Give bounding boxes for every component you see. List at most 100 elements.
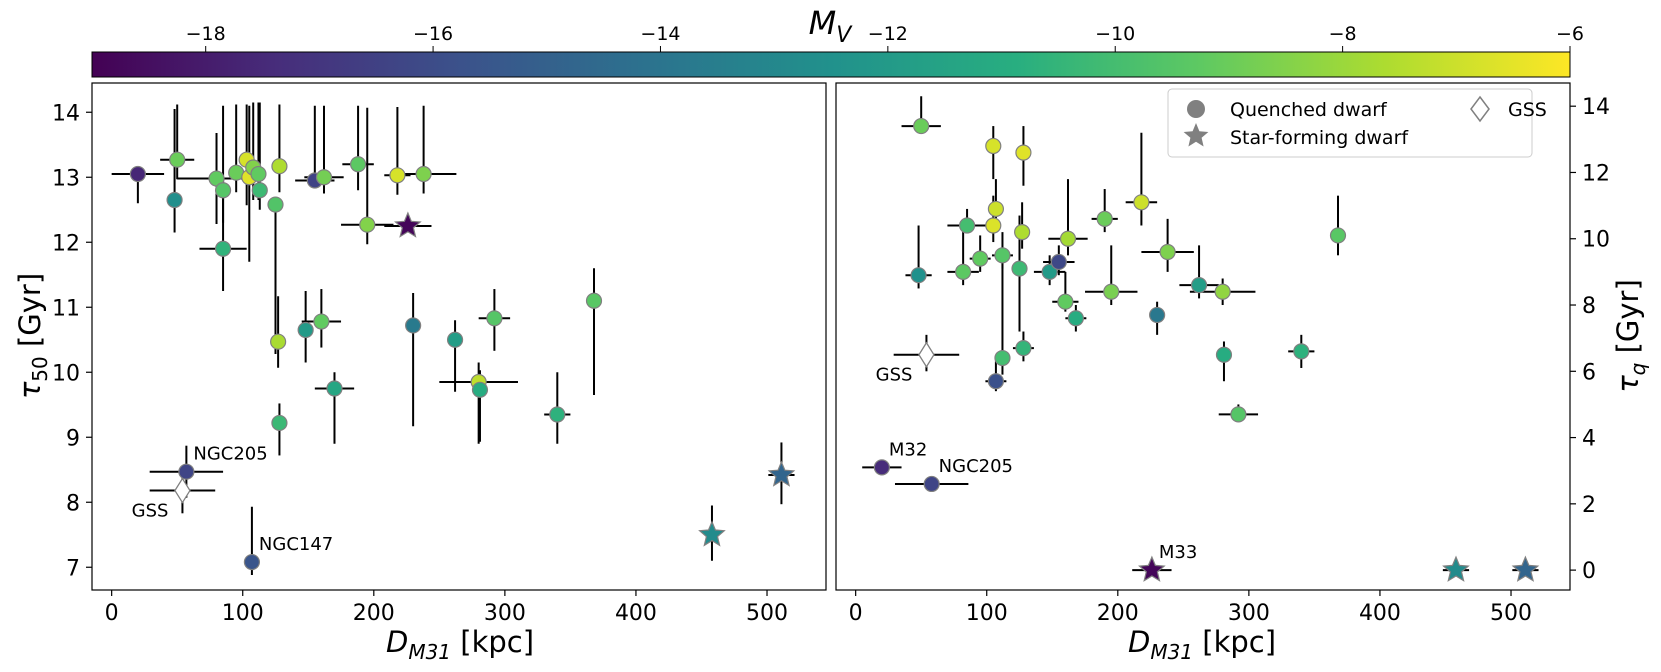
x-tick-label: 0 <box>849 601 863 626</box>
y-tick-label: 7 <box>66 556 80 581</box>
data-point-circle <box>251 182 268 199</box>
data-point-circle <box>972 250 989 267</box>
axes-frame-right <box>835 82 1571 591</box>
y-tick-label: 4 <box>1582 427 1596 452</box>
data-point-circle <box>349 156 367 173</box>
y-axis-label-right: τq [Gyr] <box>1611 279 1650 393</box>
data-point-circle <box>1067 310 1084 327</box>
data-point-circle <box>1159 243 1176 261</box>
y-tick-label: 8 <box>66 491 80 516</box>
data-point-circle <box>1214 283 1231 300</box>
data-point-circle <box>326 380 343 397</box>
data-point-circle <box>1041 263 1058 280</box>
x-tick-label: 400 <box>1359 601 1401 626</box>
x-tick-label: 100 <box>966 601 1008 626</box>
y-tick-label: 11 <box>52 296 80 321</box>
data-point-circle <box>958 217 976 234</box>
legend-label-quenched: Quenched dwarf <box>1230 99 1388 121</box>
y-tick-label: 10 <box>52 361 80 386</box>
data-point-circle <box>178 463 195 480</box>
point-annotation: NGC205 <box>939 456 1013 477</box>
data-point-circle <box>549 406 566 423</box>
data-point-circle <box>987 200 1005 218</box>
data-point-circle <box>446 331 464 348</box>
data-point-circle <box>994 349 1011 367</box>
y-tick-label: 0 <box>1582 559 1596 584</box>
data-point-diamond <box>174 477 191 504</box>
colorbar-tick-label: −12 <box>868 23 908 45</box>
data-point-circle <box>169 151 186 168</box>
data-point-circle <box>315 169 333 186</box>
data-point-circle <box>271 414 288 432</box>
data-point-star <box>1442 555 1470 582</box>
colorbar-tick-label: −18 <box>186 23 226 45</box>
point-annotation: NGC147 <box>259 534 333 555</box>
y-tick-label: 12 <box>1582 161 1610 186</box>
data-point-circle <box>486 310 503 327</box>
x-tick-label: 0 <box>105 601 119 626</box>
data-point-circle <box>471 381 489 398</box>
data-point-circle <box>1011 260 1028 277</box>
data-point-circle <box>955 263 972 280</box>
data-point-circle <box>359 216 376 233</box>
x-tick-label: 200 <box>353 601 395 626</box>
y-tick-label: 9 <box>66 426 80 451</box>
legend-label-starforming: Star-forming dwarf <box>1230 127 1409 149</box>
colorbar-tick-label: −8 <box>1329 23 1357 45</box>
point-annotation: GSS <box>132 501 169 522</box>
legend-diamond-icon <box>1470 95 1490 123</box>
legend-circle-icon <box>1187 100 1205 118</box>
colorbar-tick-label: −14 <box>640 23 680 45</box>
x-axis-label-right: DM31 [kpc] <box>1128 625 1276 664</box>
data-point-circle <box>1329 227 1347 244</box>
data-point-circle <box>873 459 890 476</box>
data-point-circle <box>910 267 927 284</box>
data-point-circle <box>1190 277 1208 294</box>
x-tick-label: 300 <box>484 601 526 626</box>
data-point-circle <box>1057 293 1074 310</box>
data-point-circle <box>1103 283 1120 300</box>
y-tick-label: 6 <box>1582 360 1596 385</box>
data-point-circle <box>166 191 183 209</box>
colorbar-tick-label: −6 <box>1556 23 1584 45</box>
data-point-circle <box>297 321 314 339</box>
axis-ticks-right: 0 100 200 300 400 500 0 2 4 6 8 10 12 14 <box>849 95 1610 626</box>
data-point-circle <box>1059 230 1077 247</box>
data-point-circle <box>389 167 406 184</box>
data-marks-right: GSS M32 NGC205 M33 <box>862 96 1540 582</box>
colorbar-tick-label: −16 <box>413 23 453 45</box>
data-point-circle <box>270 333 287 350</box>
data-point-circle <box>1015 144 1032 161</box>
data-point-circle <box>1014 224 1031 241</box>
data-point-circle <box>250 165 267 183</box>
y-tick-label: 14 <box>1582 95 1610 120</box>
legend-box <box>1167 88 1533 158</box>
data-point-circle <box>1050 253 1067 271</box>
x-tick-label: 200 <box>1097 601 1139 626</box>
data-point-star <box>394 211 422 238</box>
panel-right: 0 100 200 300 400 500 0 2 4 6 8 10 12 14 GSS M32 NGC205… <box>835 82 1650 664</box>
panel-left: 0 100 200 300 400 500 7 8 9 10 11 12 13 14 NGC205 NGC1… <box>13 82 827 664</box>
x-tick-label: 500 <box>746 601 788 626</box>
legend-star-icon <box>1183 123 1209 147</box>
legend: Quenched dwarf Star-forming dwarf GSS <box>1167 88 1547 158</box>
y-tick-label: 10 <box>1582 228 1610 253</box>
x-tick-label: 400 <box>615 601 657 626</box>
data-point-circle <box>994 247 1011 264</box>
data-point-diamond <box>918 341 935 368</box>
data-point-circle <box>415 165 432 183</box>
data-point-circle <box>1230 406 1247 423</box>
point-annotation: M33 <box>1159 542 1197 563</box>
x-axis-label-left: DM31 [kpc] <box>386 625 534 664</box>
colorbar: −18 −16 −14 −12 −10 −8 −6 MV <box>91 4 1584 78</box>
data-point-circle <box>1133 194 1150 211</box>
data-point-circle <box>214 182 232 199</box>
data-point-star <box>1511 555 1540 582</box>
data-point-circle <box>405 317 422 334</box>
point-annotation: M32 <box>889 439 927 460</box>
x-tick-label: 100 <box>222 601 264 626</box>
data-point-circle <box>214 240 232 257</box>
axis-ticks-left: 0 100 200 300 400 500 7 8 9 10 11 12 13 14 <box>52 101 788 626</box>
y-axis-label-left: τ50 [Gyr] <box>13 273 52 399</box>
x-tick-label: 500 <box>1490 601 1532 626</box>
